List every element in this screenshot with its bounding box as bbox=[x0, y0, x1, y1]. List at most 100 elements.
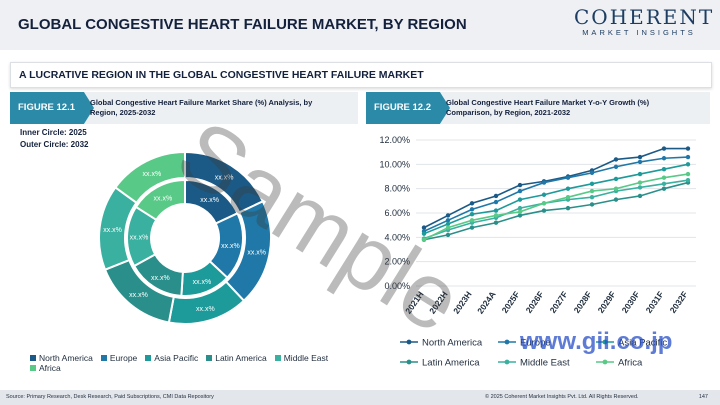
donut-slice-label: xx.x% bbox=[103, 227, 122, 234]
footer-source: Source: Primary Research, Desk Research,… bbox=[6, 394, 214, 400]
series-line-north-america bbox=[423, 147, 688, 229]
figure-2-header: FIGURE 12.2 Global Congestive Heart Fail… bbox=[366, 92, 710, 124]
header-bar: GLOBAL CONGESTIVE HEART FAILURE MARKET, … bbox=[0, 0, 720, 50]
data-point bbox=[541, 201, 547, 206]
y-tick-label: 8.00% bbox=[384, 184, 410, 194]
footer-bar: Source: Primary Research, Desk Research,… bbox=[0, 390, 720, 405]
donut-slice-label: xx.x% bbox=[129, 292, 148, 299]
data-point bbox=[541, 180, 547, 185]
footer-copyright: © 2025 Coherent Market Insights Pvt. Ltd… bbox=[485, 394, 639, 400]
donut-slice-label: xx.x% bbox=[154, 196, 173, 203]
data-point bbox=[685, 162, 691, 167]
data-point bbox=[517, 182, 523, 188]
legend-swatch bbox=[274, 355, 281, 361]
legend-marker bbox=[406, 359, 412, 365]
data-point bbox=[541, 208, 547, 213]
section-bar: A LUCRATIVE REGION IN THE GLOBAL CONGEST… bbox=[10, 62, 712, 88]
data-point bbox=[517, 213, 523, 218]
series-line-europe bbox=[423, 156, 689, 232]
data-point bbox=[661, 146, 667, 151]
inner-circle-note: Inner Circle: 2025 bbox=[20, 128, 87, 137]
data-point bbox=[613, 164, 619, 169]
data-point bbox=[613, 186, 619, 191]
legend-item-africa: Africa bbox=[596, 358, 643, 369]
data-point bbox=[565, 205, 571, 211]
legend-item-latin-america: Latin America bbox=[400, 358, 480, 369]
legend-item-asia-pacific: Asia Pacific bbox=[596, 338, 667, 349]
figure-2-title: Global Congestive Heart Failure Market Y… bbox=[446, 98, 706, 118]
legend-label: Europe bbox=[520, 338, 551, 349]
legend-swatch bbox=[30, 355, 36, 361]
x-tick-label: 2031F bbox=[644, 289, 666, 314]
series-line-africa bbox=[423, 173, 689, 241]
company-logo: COHERENT MARKET INSIGHTS bbox=[574, 6, 712, 38]
legend-marker bbox=[406, 339, 412, 345]
data-point bbox=[589, 194, 595, 200]
legend-item-europe: Europe bbox=[498, 338, 551, 349]
data-point bbox=[565, 186, 571, 191]
legend-swatch bbox=[206, 355, 213, 361]
data-point bbox=[445, 225, 451, 230]
legend-label: Asia Pacific bbox=[154, 353, 199, 363]
data-point bbox=[445, 221, 451, 227]
donut-slice-label: xx.x% bbox=[200, 197, 219, 204]
data-point bbox=[421, 237, 427, 242]
legend-item-middle-east: Middle East bbox=[274, 353, 328, 363]
data-point bbox=[637, 193, 643, 199]
donut-slice-label: xx.x% bbox=[247, 250, 266, 257]
legend-label: Africa bbox=[618, 358, 643, 369]
x-tick-label: 2026F bbox=[524, 289, 546, 314]
legend-item-asia-pacific: Asia Pacific bbox=[145, 353, 198, 363]
data-point bbox=[589, 170, 595, 176]
data-point bbox=[565, 194, 571, 200]
legend-item-latin-america: Latin America bbox=[206, 353, 267, 363]
logo-sub-text: MARKET INSIGHTS bbox=[582, 28, 696, 37]
data-point bbox=[661, 167, 667, 172]
figure-2-title-line2: Comparison, by Region, 2021-2032 bbox=[446, 108, 571, 117]
data-point bbox=[493, 199, 499, 205]
series-line-asia-pacific bbox=[423, 163, 689, 235]
x-tick-label: 2024A bbox=[475, 289, 498, 315]
data-point bbox=[445, 232, 451, 238]
legend-marker bbox=[504, 339, 510, 345]
data-point bbox=[493, 193, 499, 199]
data-point bbox=[637, 180, 643, 185]
data-point bbox=[469, 225, 475, 230]
data-point bbox=[517, 188, 523, 194]
outer-circle-note: Outer Circle: 2032 bbox=[20, 140, 89, 149]
data-point bbox=[685, 154, 691, 160]
data-point bbox=[637, 185, 643, 190]
x-tick-label: 2029F bbox=[596, 289, 618, 314]
x-tick-label: 2027F bbox=[548, 289, 570, 314]
data-point bbox=[565, 175, 571, 180]
data-point bbox=[685, 146, 691, 151]
data-point bbox=[445, 213, 451, 218]
figure-1-title-line2: Region, 2025-2032 bbox=[90, 108, 156, 117]
data-point bbox=[661, 175, 667, 180]
legend-item-north-america: North America bbox=[30, 353, 93, 363]
legend-label: North America bbox=[39, 353, 93, 363]
legend-label: Latin America bbox=[215, 353, 267, 363]
legend-item-europe: Europe bbox=[100, 353, 137, 363]
legend-swatch bbox=[30, 365, 36, 371]
donut-slice-label: xx.x% bbox=[215, 174, 234, 181]
data-point bbox=[613, 157, 619, 162]
data-point bbox=[589, 188, 595, 194]
legend-label: Latin America bbox=[422, 358, 480, 369]
legend-marker bbox=[504, 359, 510, 365]
data-point bbox=[493, 208, 499, 213]
donut-slice-label: xx.x% bbox=[196, 306, 215, 313]
data-point bbox=[421, 225, 427, 230]
data-point bbox=[469, 201, 475, 206]
x-tick-label: 2032F bbox=[668, 289, 690, 314]
series-line-middle-east bbox=[423, 179, 689, 240]
figure-1-title: Global Congestive Heart Failure Market S… bbox=[90, 98, 354, 118]
data-point bbox=[517, 197, 523, 202]
page-number: 147 bbox=[698, 394, 708, 400]
legend-marker bbox=[602, 339, 608, 345]
data-point bbox=[517, 205, 523, 211]
data-point bbox=[661, 156, 667, 161]
line-chart: 0.00% 2.00% 4.00% 6.00% 8.00% 10.00% 12.00% 202… bbox=[379, 135, 696, 369]
legend-item-africa: Africa bbox=[30, 363, 61, 373]
data-point bbox=[661, 186, 667, 191]
